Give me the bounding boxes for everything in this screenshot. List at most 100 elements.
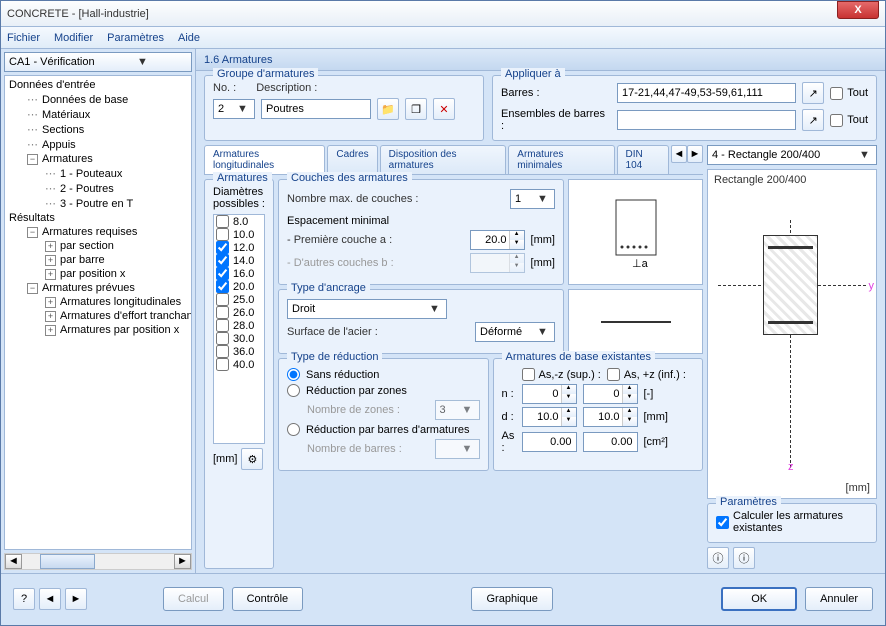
tree-hscroll[interactable]: ◄► bbox=[4, 553, 192, 570]
tab-right-icon[interactable]: ► bbox=[687, 145, 703, 163]
tree-donnees-entree[interactable]: Données d'entrée bbox=[5, 78, 191, 92]
diam-row[interactable]: 8.0 bbox=[214, 215, 264, 228]
existantes-legend: Armatures de base existantes bbox=[502, 351, 656, 363]
ensembles-input[interactable] bbox=[617, 110, 796, 130]
menu-parametres[interactable]: Paramètres bbox=[107, 32, 164, 44]
radio-barres[interactable]: Réduction par barres d'armatures bbox=[287, 423, 480, 436]
nb-barres-label: Nombre de barres : bbox=[307, 443, 429, 455]
menu-fichier[interactable]: Fichier bbox=[7, 32, 40, 44]
autres-spin: ▲▼ bbox=[470, 253, 525, 273]
tree-arm-long[interactable]: +Armatures longitudinales bbox=[5, 295, 191, 309]
n-unit: [-] bbox=[644, 388, 654, 400]
tree-sections[interactable]: ⋯Sections bbox=[5, 122, 191, 137]
tout-barres-check[interactable]: Tout bbox=[830, 87, 868, 100]
tree-resultats[interactable]: Résultats bbox=[5, 211, 191, 225]
nombre-max-select[interactable]: 1▼ bbox=[510, 189, 555, 209]
diam-row[interactable]: 16.0 bbox=[214, 267, 264, 280]
ancrage-legend: Type d'ancrage bbox=[287, 282, 370, 294]
tab-cadres[interactable]: Cadres bbox=[327, 145, 377, 174]
reduction-legend: Type de réduction bbox=[287, 351, 382, 363]
desc-input[interactable]: Poutres bbox=[261, 99, 371, 119]
diam-row[interactable]: 40.0 bbox=[214, 358, 264, 371]
graphique-button[interactable]: Graphique bbox=[471, 587, 552, 611]
diam-legend: Armatures bbox=[213, 172, 272, 184]
tree-par-barre[interactable]: +par barre bbox=[5, 253, 191, 267]
diam-row[interactable]: 36.0 bbox=[214, 345, 264, 358]
tree-arm-requises[interactable]: −Armatures requises bbox=[5, 225, 191, 239]
diam-row[interactable]: 25.0 bbox=[214, 293, 264, 306]
folder-icon[interactable]: 📁 bbox=[377, 98, 399, 120]
diam-row[interactable]: 30.0 bbox=[214, 332, 264, 345]
chevron-down-icon: ▼ bbox=[98, 56, 187, 68]
help-icon[interactable]: ? bbox=[13, 588, 35, 610]
as-sup-check[interactable]: As,-z (sup.) : bbox=[522, 368, 601, 381]
close-button[interactable]: X bbox=[837, 1, 879, 19]
window-title: CONCRETE - [Hall-industrie] bbox=[7, 8, 837, 20]
next-icon[interactable]: ► bbox=[65, 588, 87, 610]
tab-disposition[interactable]: Disposition des armatures bbox=[380, 145, 507, 174]
diam-row[interactable]: 12.0 bbox=[214, 241, 264, 254]
ok-button[interactable]: OK bbox=[721, 587, 797, 611]
tree-par-section[interactable]: +par section bbox=[5, 239, 191, 253]
delete-icon[interactable]: ✕ bbox=[433, 98, 455, 120]
menu-modifier[interactable]: Modifier bbox=[54, 32, 93, 44]
copy-icon[interactable]: ❐ bbox=[405, 98, 427, 120]
diam-row[interactable]: 10.0 bbox=[214, 228, 264, 241]
tab-longitudinales[interactable]: Armatures longitudinales bbox=[204, 145, 325, 174]
diam-row[interactable]: 26.0 bbox=[214, 306, 264, 319]
tree-armatures[interactable]: −Armatures bbox=[5, 152, 191, 166]
nav-tree[interactable]: Données d'entrée ⋯Données de base ⋯Matér… bbox=[4, 75, 192, 550]
tree-arm-effort[interactable]: +Armatures d'effort tranchant bbox=[5, 309, 191, 323]
diam-row[interactable]: 20.0 bbox=[214, 280, 264, 293]
diam-unit: [mm] bbox=[213, 453, 237, 465]
info2-icon[interactable]: ⓘ bbox=[733, 547, 755, 569]
radio-sans[interactable]: Sans réduction bbox=[287, 368, 480, 381]
n1-spin[interactable]: ▲▼ bbox=[522, 384, 577, 404]
diam-list[interactable]: 8.010.012.014.016.020.025.026.028.030.03… bbox=[213, 214, 265, 444]
d1-spin[interactable]: ▲▼ bbox=[522, 407, 577, 427]
diam-row[interactable]: 28.0 bbox=[214, 319, 264, 332]
pick-barres-icon[interactable]: ↗ bbox=[802, 82, 824, 104]
premiere-spin[interactable]: ▲▼ bbox=[470, 230, 525, 250]
tree-materiaux[interactable]: ⋯Matériaux bbox=[5, 107, 191, 122]
annuler-button[interactable]: Annuler bbox=[805, 587, 873, 611]
no-select[interactable]: 2▼ bbox=[213, 99, 255, 119]
surface-select[interactable]: Déformé▼ bbox=[475, 322, 555, 342]
diam-label: Diamètres possibles : bbox=[213, 186, 265, 210]
tree-arm-prevues[interactable]: −Armatures prévues bbox=[5, 281, 191, 295]
tree-arm-pos-x[interactable]: +Armatures par position x bbox=[5, 323, 191, 337]
tree-poutre-t[interactable]: ⋯3 - Poutre en T bbox=[5, 196, 191, 211]
as2-input: 0.00 bbox=[583, 432, 638, 452]
prev-icon[interactable]: ◄ bbox=[39, 588, 61, 610]
tree-pouteaux[interactable]: ⋯1 - Pouteaux bbox=[5, 166, 191, 181]
section-label: Rectangle 200/400 bbox=[714, 174, 806, 186]
diam-settings-icon[interactable]: ⚙ bbox=[241, 448, 263, 470]
tree-poutres[interactable]: ⋯2 - Poutres bbox=[5, 181, 191, 196]
n2-spin[interactable]: ▲▼ bbox=[583, 384, 638, 404]
pick-ensembles-icon[interactable]: ↗ bbox=[802, 109, 824, 131]
tree-donnees-base[interactable]: ⋯Données de base bbox=[5, 92, 191, 107]
tab-din[interactable]: DIN 104 bbox=[617, 145, 669, 174]
menu-aide[interactable]: Aide bbox=[178, 32, 200, 44]
tab-left-icon[interactable]: ◄ bbox=[671, 145, 687, 163]
case-combo[interactable]: CA1 - Vérification du béton armé ▼ bbox=[4, 52, 192, 72]
nombre-max-label: Nombre max. de couches : bbox=[287, 193, 504, 205]
section-combo[interactable]: 4 - Rectangle 200/400▼ bbox=[707, 145, 877, 165]
ancrage-type-select[interactable]: Droit▼ bbox=[287, 299, 447, 319]
info1-icon[interactable]: ⓘ bbox=[707, 547, 729, 569]
tout-ensembles-check[interactable]: Tout bbox=[830, 114, 868, 127]
barres-input[interactable]: 17-21,44,47-49,53-59,61,111 bbox=[617, 83, 796, 103]
tree-par-position[interactable]: +par position x bbox=[5, 267, 191, 281]
d2-spin[interactable]: ▲▼ bbox=[583, 407, 638, 427]
couches-preview: ⊥a bbox=[568, 179, 703, 285]
controle-button[interactable]: Contrôle bbox=[232, 587, 304, 611]
calc-existing-check[interactable]: Calculer les armatures existantes bbox=[716, 510, 868, 534]
radio-zones[interactable]: Réduction par zones bbox=[287, 384, 480, 397]
as-label: As : bbox=[502, 430, 516, 454]
diam-row[interactable]: 14.0 bbox=[214, 254, 264, 267]
nb-barres-select: ▼ bbox=[435, 439, 480, 459]
tree-appuis[interactable]: ⋯Appuis bbox=[5, 137, 191, 152]
as-inf-check[interactable]: As, +z (inf.) : bbox=[607, 368, 686, 381]
tab-minimales[interactable]: Armatures minimales bbox=[508, 145, 614, 174]
autres-unit: [mm] bbox=[531, 257, 555, 269]
